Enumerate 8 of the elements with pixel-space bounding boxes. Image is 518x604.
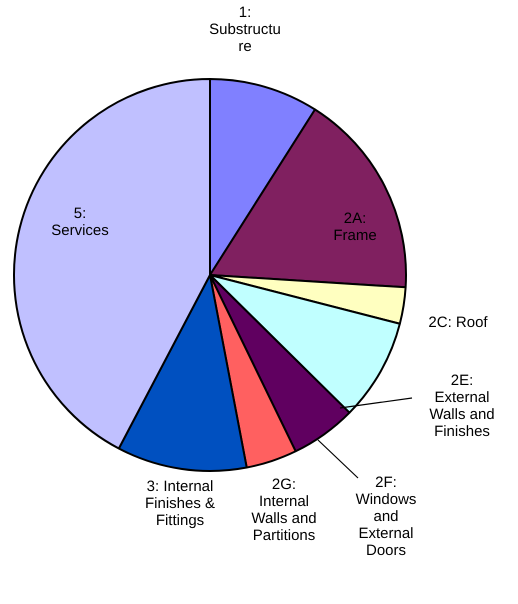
slice-label: 2C: Roof	[427, 314, 489, 331]
slice-label: 1: Substructure	[209, 4, 281, 55]
slice-label: 2A: Frame	[332, 210, 378, 244]
slice-label: 5: Services	[50, 205, 110, 239]
slice-label: 2F: Windows and External Doors	[354, 474, 418, 559]
slice-label: 3: Internal Finishes & Fittings	[144, 478, 216, 529]
slice-label: 2E: External Walls and Finishes	[428, 372, 496, 440]
slice-label: 2G: Internal Walls and Partitions	[250, 476, 318, 544]
